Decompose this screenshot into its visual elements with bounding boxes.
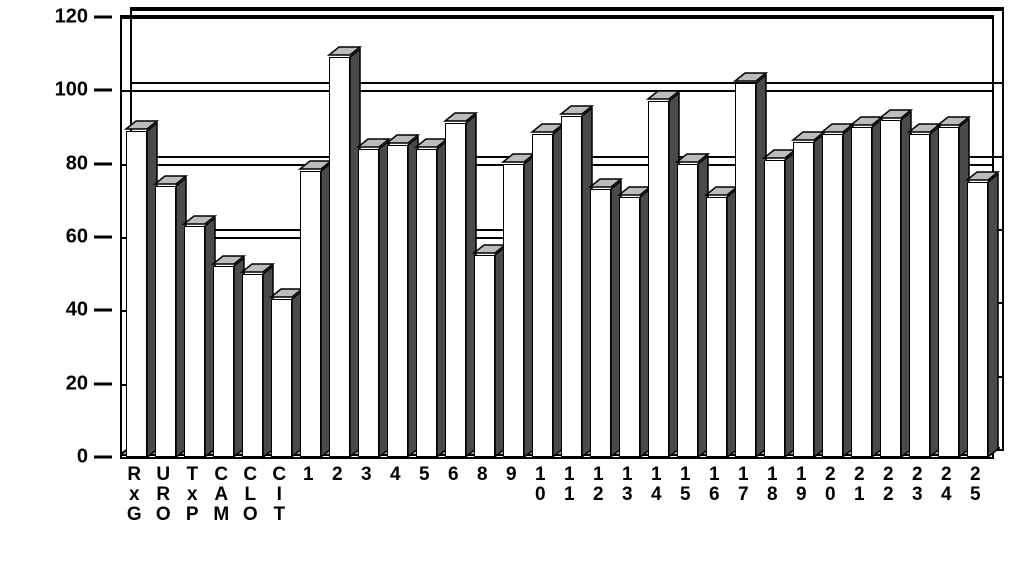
bar <box>474 255 495 457</box>
bar <box>358 149 379 457</box>
x-category-label: 1 7 <box>738 465 749 505</box>
x-category-label: U R O <box>156 465 171 525</box>
x-category-label: 1 6 <box>709 465 720 505</box>
bar <box>184 226 205 457</box>
bar <box>706 197 727 457</box>
x-category-label: 2 4 <box>941 465 952 505</box>
bar <box>271 299 292 457</box>
bar <box>909 134 930 457</box>
x-category-label: 9 <box>506 465 517 485</box>
bar <box>126 131 147 457</box>
bar <box>329 57 350 457</box>
y-tick: 40 <box>66 299 122 322</box>
x-category-label: 2 <box>332 465 343 485</box>
bar <box>590 189 611 457</box>
x-category-label: 1 2 <box>593 465 604 505</box>
bar <box>793 142 814 457</box>
bar <box>416 149 437 457</box>
x-category-label: 2 5 <box>970 465 981 505</box>
x-category-label: 1 9 <box>796 465 807 505</box>
x-category-label: 4 <box>390 465 401 485</box>
x-category-label: 1 1 <box>564 465 575 505</box>
x-category-label: C L O <box>243 465 258 525</box>
x-category-label: C A M <box>213 465 229 525</box>
x-category-label: 2 3 <box>912 465 923 505</box>
bar <box>561 116 582 457</box>
x-category-label: 1 4 <box>651 465 662 505</box>
bar <box>213 266 234 457</box>
y-tick: 100 <box>55 79 122 102</box>
bar <box>532 134 553 457</box>
bar <box>619 197 640 457</box>
x-category-label: 8 <box>477 465 488 485</box>
bar <box>242 274 263 457</box>
y-tick: 20 <box>66 372 122 395</box>
bar <box>880 120 901 457</box>
chart-plot-area: 020406080100120 <box>120 15 994 459</box>
x-category-label: 2 0 <box>825 465 836 505</box>
bar <box>387 145 408 457</box>
bar <box>648 101 669 457</box>
bar <box>677 164 698 457</box>
bar <box>822 134 843 457</box>
x-category-label: T x P <box>186 465 199 525</box>
bar <box>503 164 524 457</box>
x-category-label: C I T <box>272 465 286 525</box>
x-category-label: R x G <box>127 465 142 525</box>
chart-stage: VOLUME CILÍNDRICO (m3/ha) 02040608010012… <box>0 0 1024 570</box>
bar <box>764 160 785 457</box>
y-tick: 0 <box>77 446 122 469</box>
y-tick: 80 <box>66 152 122 175</box>
y-tick: 60 <box>66 226 122 249</box>
y-tick: 120 <box>55 6 122 29</box>
x-category-label: 1 8 <box>767 465 778 505</box>
x-category-label: 3 <box>361 465 372 485</box>
bar <box>967 182 988 457</box>
x-category-label: 2 1 <box>854 465 865 505</box>
x-category-label: 1 3 <box>622 465 633 505</box>
bar <box>735 83 756 457</box>
x-category-label: 1 0 <box>535 465 546 505</box>
bar <box>300 171 321 457</box>
bar <box>445 123 466 457</box>
x-category-label: 6 <box>448 465 459 485</box>
x-category-label: 1 5 <box>680 465 691 505</box>
bar <box>851 127 872 457</box>
x-category-label: 5 <box>419 465 430 485</box>
x-category-label: 2 2 <box>883 465 894 505</box>
bar <box>938 127 959 457</box>
x-category-label: 1 <box>303 465 314 485</box>
bar <box>155 186 176 457</box>
